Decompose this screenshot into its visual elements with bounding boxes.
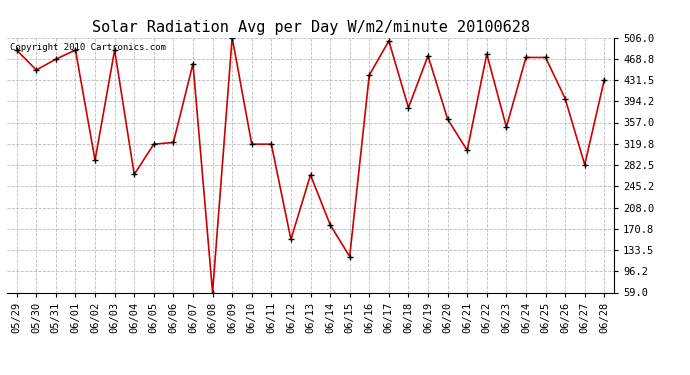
Text: Copyright 2010 Cartronics.com: Copyright 2010 Cartronics.com <box>10 43 166 52</box>
Title: Solar Radiation Avg per Day W/m2/minute 20100628: Solar Radiation Avg per Day W/m2/minute … <box>92 20 529 35</box>
